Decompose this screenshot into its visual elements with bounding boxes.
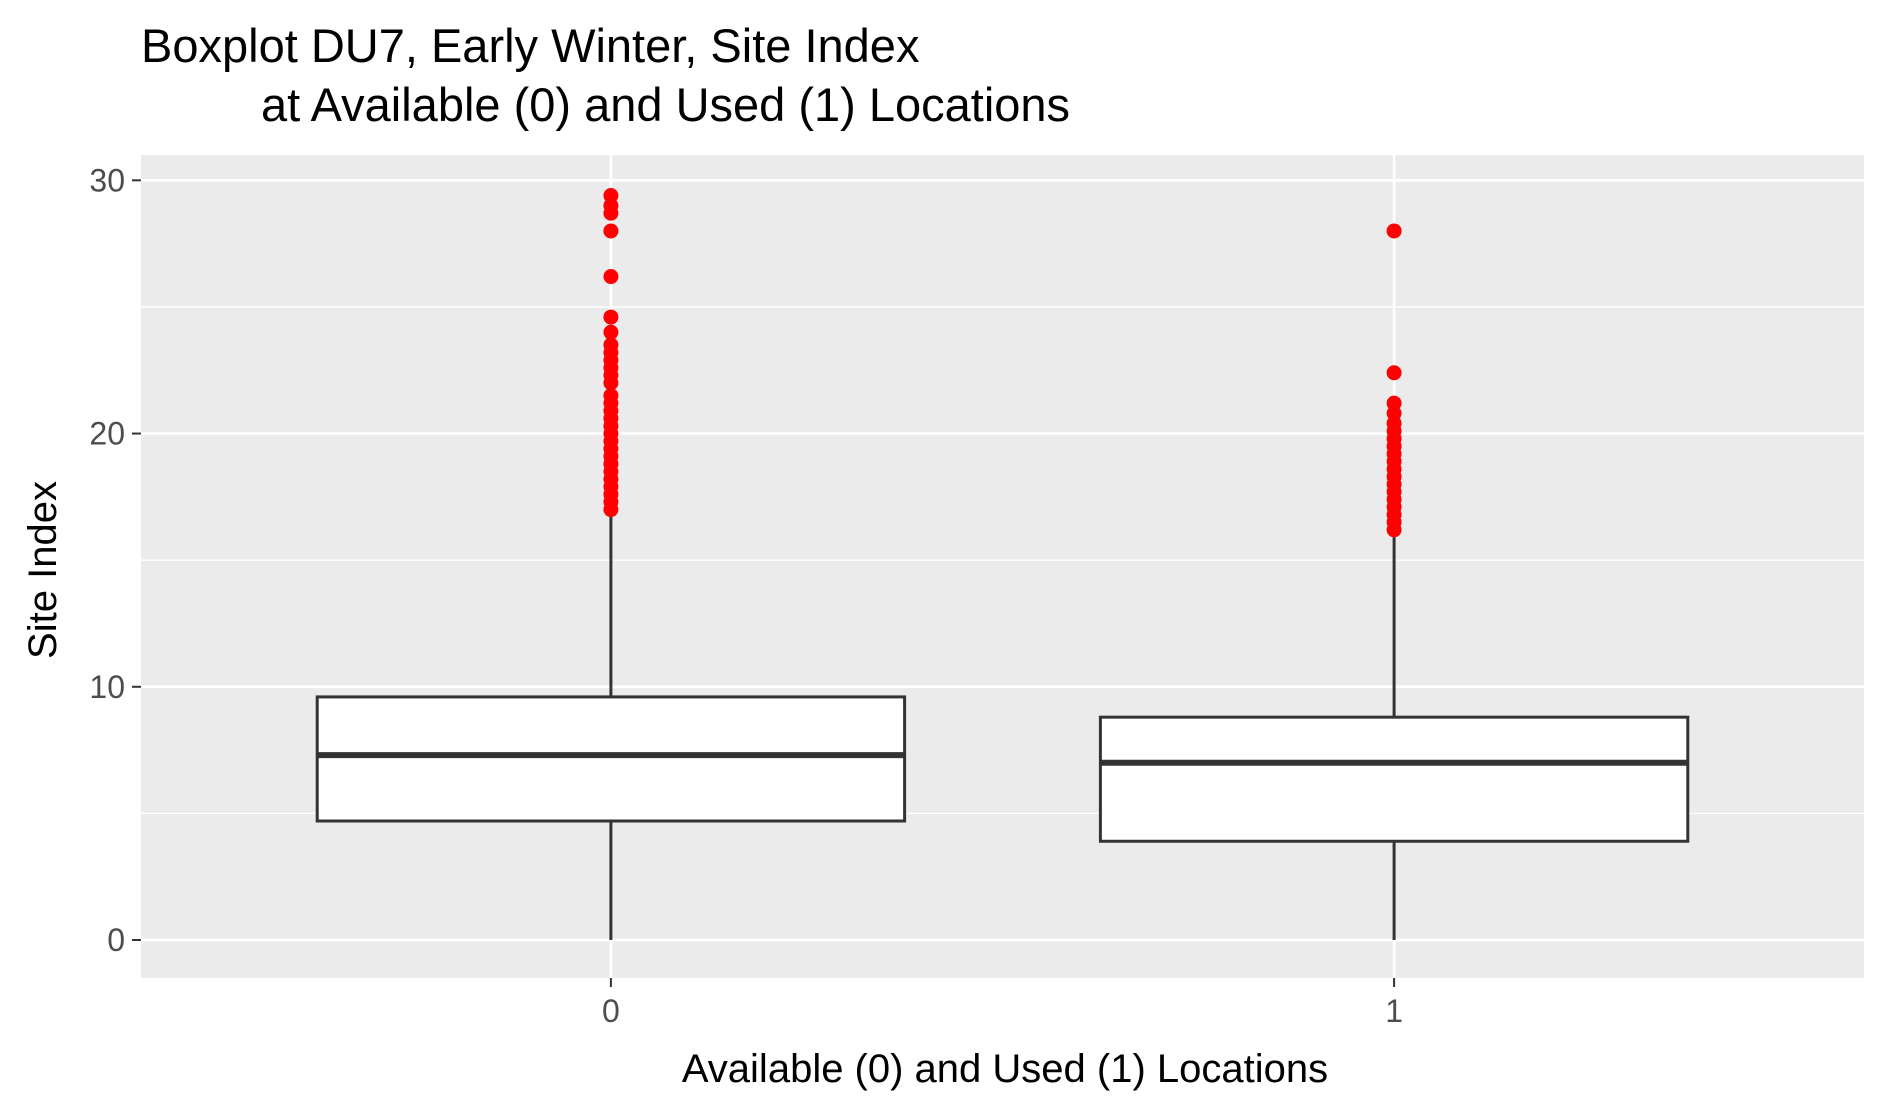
chart-title-line-1: Boxplot DU7, Early Winter, Site Index xyxy=(141,19,919,72)
chart-title-line-2: at Available (0) and Used (1) Locations xyxy=(261,78,1070,131)
outlier-point xyxy=(603,324,619,340)
outlier-point xyxy=(603,269,619,285)
x-tick-label: 0 xyxy=(602,993,620,1029)
y-tick-label: 0 xyxy=(107,922,125,958)
y-tick-label: 30 xyxy=(89,162,125,198)
plot-panel xyxy=(141,155,1864,978)
outlier-point xyxy=(1386,223,1402,239)
box-body xyxy=(1098,715,1690,843)
outlier-points xyxy=(603,188,1402,538)
y-tick-label: 20 xyxy=(89,416,125,452)
x-tick-label: 1 xyxy=(1385,993,1403,1029)
outlier-point xyxy=(603,309,619,325)
box-group-1 xyxy=(1098,532,1690,941)
outlier-point xyxy=(603,188,619,204)
outlier-point xyxy=(603,337,619,353)
y-axis-title: Site Index xyxy=(21,481,65,659)
grid-lines xyxy=(141,155,1864,978)
box-body xyxy=(315,695,907,823)
outlier-point xyxy=(603,388,619,404)
outlier-point xyxy=(1386,365,1402,381)
x-axis-title: Available (0) and Used (1) Locations xyxy=(682,1047,1328,1091)
outlier-point xyxy=(603,223,619,239)
y-tick-label: 10 xyxy=(89,669,125,705)
boxes xyxy=(315,512,1690,941)
box-group-0 xyxy=(315,512,907,941)
axes: 0 10 20 30 0 1 xyxy=(89,162,1403,1029)
outlier-point xyxy=(1386,395,1402,411)
